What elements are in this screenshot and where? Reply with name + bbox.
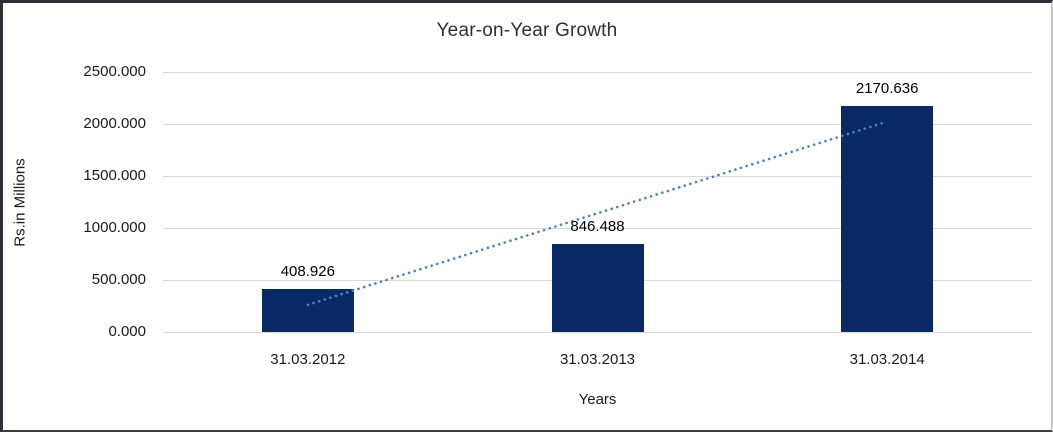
y-tick-label: 500.000 bbox=[91, 271, 146, 288]
gridline bbox=[163, 332, 1032, 333]
y-tick-label: 2000.000 bbox=[83, 115, 146, 132]
chart-title: Year-on-Year Growth bbox=[436, 20, 618, 41]
plot-area: 408.926 846.488 2170.636 bbox=[163, 72, 1032, 333]
y-tick-label: 0.000 bbox=[108, 323, 146, 340]
gridline bbox=[163, 72, 1032, 73]
x-axis-title: Years bbox=[578, 391, 617, 408]
bar bbox=[841, 106, 934, 332]
y-tick-label: 1500.000 bbox=[83, 167, 146, 184]
x-category-label: 31.03.2012 bbox=[270, 351, 346, 368]
y-tick-label: 2500.000 bbox=[83, 63, 146, 80]
gridline bbox=[163, 176, 1032, 177]
bar-data-label: 2170.636 bbox=[855, 80, 919, 98]
x-category-label: 31.03.2014 bbox=[849, 351, 925, 368]
y-axis-title: Rs.in Millions bbox=[11, 158, 29, 247]
gridline bbox=[163, 228, 1032, 229]
bar-data-label: 408.926 bbox=[280, 263, 335, 281]
bar bbox=[261, 289, 354, 332]
y-tick-label: 1000.000 bbox=[83, 219, 146, 236]
bar bbox=[551, 243, 644, 332]
trendline bbox=[306, 120, 889, 307]
x-category-label: 31.03.2013 bbox=[559, 351, 636, 368]
gridline bbox=[163, 124, 1032, 125]
bar-data-label: 846.488 bbox=[570, 217, 625, 235]
